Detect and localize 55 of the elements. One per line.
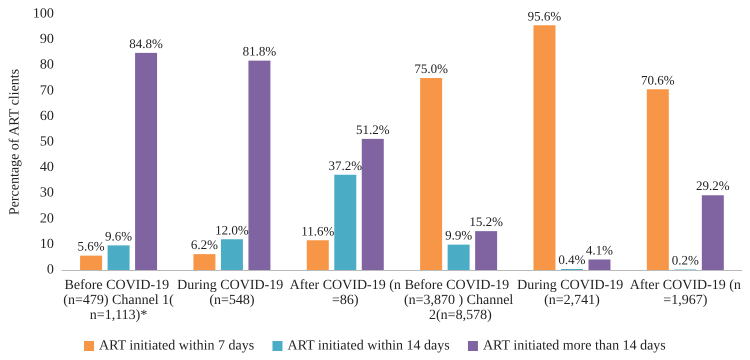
y-tick-label: 20 [40, 211, 54, 226]
bar [334, 174, 356, 270]
x-tick-label: After COVID-19 (n=1,967) [630, 278, 741, 308]
data-label: 81.8% [242, 44, 276, 59]
y-tick-label: 30 [40, 186, 54, 201]
data-label: 95.6% [528, 8, 562, 24]
data-label: 51.2% [356, 122, 390, 137]
bar [702, 195, 724, 270]
data-label: 75.0% [414, 61, 448, 76]
bar [475, 231, 498, 270]
bar [533, 25, 556, 270]
data-label: 11.6% [301, 223, 334, 238]
bar [362, 138, 384, 270]
legend-label: ART initiated more than 14 days [482, 338, 666, 354]
y-tick-label: 10 [40, 236, 54, 252]
bar [108, 245, 130, 270]
bar [193, 254, 216, 270]
y-tick-label: 70 [40, 83, 54, 98]
y-tick-label: 0 [46, 262, 54, 278]
y-tick-label: 90 [40, 32, 54, 48]
bar [448, 244, 470, 270]
bar [248, 60, 270, 270]
x-tick-label: After COVID-19 (n=86) [290, 278, 401, 308]
data-label: 29.2% [696, 178, 730, 194]
y-tick-label: 100 [32, 6, 54, 22]
data-label: 6.2% [190, 237, 218, 252]
bar [646, 89, 669, 270]
bar [306, 240, 329, 270]
bar [80, 256, 102, 270]
bar [588, 260, 610, 270]
bar [420, 78, 442, 270]
y-tick-label: 60 [40, 108, 54, 124]
x-tick-label: During COVID-19 (n=548) [177, 278, 287, 308]
y-tick-label: 80 [40, 58, 54, 73]
data-label: 12.0% [215, 222, 249, 238]
x-tick-label: During COVID-19 (n=2,741) [517, 278, 627, 308]
data-label: 15.2% [469, 214, 504, 230]
x-tick-label: Before COVID-19 (n=3,870 ) Channel 2(n=8,578) [404, 278, 514, 323]
bar [135, 52, 158, 270]
data-label: 9.9% [445, 228, 472, 243]
y-tick-label: 40 [40, 160, 54, 176]
data-label: 70.6% [641, 72, 675, 88]
y-tick-label: 50 [40, 134, 54, 150]
data-label: 5.6% [78, 238, 105, 254]
bar [220, 239, 243, 270]
data-label: 4.1% [586, 242, 614, 258]
legend-label: ART initiated within 14 days [287, 338, 450, 354]
x-tick-label: Before COVID-19 (n=479) Channel 1(n=1,113)* [63, 278, 174, 323]
data-label: 37.2% [328, 158, 362, 173]
data-label: 9.6% [105, 228, 132, 244]
legend-label: ART initiated within 7 days [98, 338, 254, 354]
data-label: 0.2% [672, 252, 700, 268]
data-label: 0.4% [558, 252, 586, 267]
data-label: 84.8% [129, 36, 164, 51]
y-axis-title: Percentage of ART clients [8, 68, 22, 216]
